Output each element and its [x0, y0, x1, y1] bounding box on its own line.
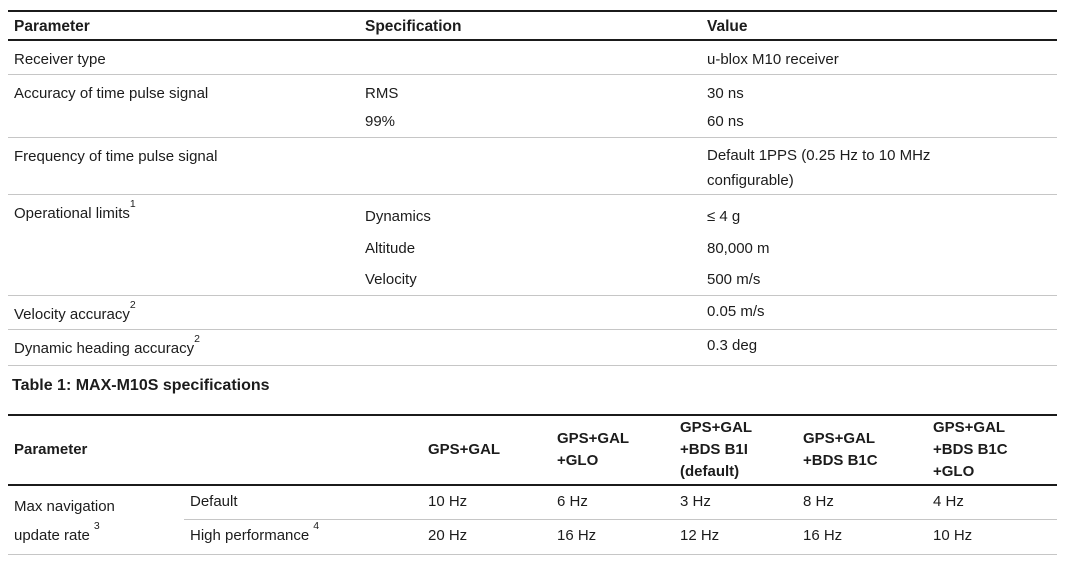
parameter-label: Operational limits1	[14, 198, 136, 222]
value-cell: 30 ns 60 ns	[701, 74, 1057, 138]
spec-text: Velocity	[365, 271, 417, 288]
t1-header-specification: Specification	[359, 11, 701, 41]
parameter-cell: Frequency of time pulse signal	[8, 137, 359, 195]
t2-header-gps-gal: GPS+GAL	[422, 415, 551, 486]
header-line: +BDS B1I	[680, 441, 748, 458]
table-row-time-pulse-frequency: Frequency of time pulse signal Default 1…	[8, 137, 1057, 195]
sub-parameter-label: High performance	[190, 526, 310, 544]
parameter-cell: Receiver type	[8, 40, 359, 75]
parameter-cell: Operational limits1	[8, 194, 359, 296]
value-cell: 4 Hz	[933, 493, 964, 510]
table-row-operational-limits: Operational limits1 Dynamics Altitude Ve…	[8, 194, 1057, 296]
parameter-line: Max navigation	[14, 498, 115, 515]
value-text: 80,000 m	[707, 240, 770, 257]
parameter-cell: Dynamic heading accuracy2	[8, 329, 359, 366]
value-cell: 0.05 m/s	[701, 295, 1057, 330]
value-cell: 6 Hz	[557, 493, 588, 510]
table1-caption: Table 1: MAX-M10S specifications	[12, 377, 270, 394]
footnote-ref: 2	[129, 299, 136, 311]
footnote-ref: 4	[313, 519, 320, 532]
value-text: Default 1PPS (0.25 Hz to 10 MHz	[707, 147, 931, 164]
sub-parameter-label: Default	[190, 493, 238, 510]
value-cell: 16 Hz	[551, 518, 674, 554]
t2-header-gps-gal-bds-b1c-glo: GPS+GAL +BDS B1C +GLO	[927, 415, 1057, 486]
header-line: GPS+GAL	[428, 441, 501, 458]
header-line: +BDS B1C	[933, 441, 1008, 458]
spec-text: Altitude	[365, 240, 416, 257]
t2-header-row: Parameter GPS+GAL GPS+GAL +GLO GPS+GAL +…	[8, 415, 1057, 486]
value-text: configurable)	[707, 172, 794, 189]
t2-header-gps-gal-glo: GPS+GAL +GLO	[551, 415, 674, 486]
value-text: 0.05 m/s	[707, 303, 765, 320]
table-row-dynamic-heading-accuracy: Dynamic heading accuracy2 0.3 deg	[8, 329, 1057, 366]
value-cell: u-blox M10 receiver	[701, 40, 1057, 75]
t2-header-gps-gal-bds-b1c: GPS+GAL +BDS B1C	[797, 415, 927, 486]
specification-cell	[359, 137, 701, 195]
parameter-label: Receiver type	[14, 51, 106, 68]
table-row-time-pulse-accuracy: Accuracy of time pulse signal RMS 99% 30…	[8, 74, 1057, 138]
value-text: 30 ns	[707, 85, 744, 102]
value-text: 500 m/s	[707, 271, 761, 288]
header-line: GPS+GAL	[933, 419, 1006, 436]
value-cell: 16 Hz	[797, 518, 927, 554]
header-line: +GLO	[557, 452, 599, 469]
parameter-label: Velocity accuracy2	[14, 299, 136, 323]
value-cell: 10 Hz	[428, 493, 468, 510]
t1-header-value: Value	[701, 11, 1057, 41]
header-line: +BDS B1C	[803, 452, 878, 469]
parameter-label: Accuracy of time pulse signal	[14, 85, 209, 102]
specifications-table: Parameter Specification Value Receiver t…	[8, 10, 1057, 366]
sub-parameter-cell: Default	[184, 485, 422, 519]
parameter-cell: Accuracy of time pulse signal	[8, 74, 359, 138]
value-text: 60 ns	[707, 113, 744, 130]
value-text: 0.3 deg	[707, 337, 758, 354]
specification-cell	[359, 295, 701, 330]
value-cell: 20 Hz	[422, 518, 551, 554]
header-line: +GLO	[933, 463, 975, 480]
parameter-cell: Velocity accuracy2	[8, 295, 359, 330]
specification-cell: Dynamics Altitude Velocity	[359, 194, 701, 296]
spec-text: RMS	[365, 85, 399, 102]
header-line: GPS+GAL	[680, 419, 753, 436]
value-cell: 8 Hz	[803, 493, 834, 510]
t2-header-gps-gal-bds-b1i: GPS+GAL +BDS B1I (default)	[674, 415, 797, 486]
table-row-high-performance-rate: High performance4 20 Hz 16 Hz 12 Hz 16 H…	[8, 518, 1057, 554]
value-cell: ≤ 4 g 80,000 m 500 m/s	[701, 194, 1057, 296]
update-rate-table: Parameter GPS+GAL GPS+GAL +GLO GPS+GAL +…	[8, 414, 1057, 555]
value-cell: Default 1PPS (0.25 Hz to 10 MHz configur…	[701, 137, 1057, 195]
header-line: GPS+GAL	[557, 430, 630, 447]
parameter-label: Frequency of time pulse signal	[14, 148, 218, 165]
table-row-default-rate: Max navigation update rate3 Default 10 H…	[8, 485, 1057, 544]
spec-text: Dynamics	[365, 208, 431, 225]
spec-text: 99%	[365, 113, 396, 130]
value-cell: 0.3 deg	[701, 329, 1057, 366]
parameter-line: update rate3	[14, 520, 100, 544]
header-line: (default)	[680, 463, 740, 480]
footnote-ref: 2	[194, 333, 200, 345]
footnote-ref: 3	[93, 520, 100, 532]
t1-header-parameter: Parameter	[8, 11, 359, 41]
value-text: u-blox M10 receiver	[707, 51, 839, 68]
t2-header-blank	[184, 415, 422, 486]
value-text: ≤ 4 g	[707, 208, 741, 225]
specification-cell: RMS 99%	[359, 74, 701, 138]
parameter-label: Dynamic heading accuracy2	[14, 333, 200, 357]
parameter-cell: Max navigation update rate3	[8, 485, 184, 554]
table-row-velocity-accuracy: Velocity accuracy2 0.05 m/s	[8, 295, 1057, 330]
specification-cell	[359, 40, 701, 75]
value-cell: 3 Hz	[680, 493, 711, 510]
table-row-receiver-type: Receiver type u-blox M10 receiver	[8, 40, 1057, 75]
value-cell: 12 Hz	[674, 518, 797, 554]
t1-header-row: Parameter Specification Value	[8, 11, 1057, 41]
value-cell: 10 Hz	[927, 518, 1057, 554]
header-line: GPS+GAL	[803, 430, 876, 447]
specification-cell	[359, 329, 701, 366]
t2-header-parameter: Parameter	[8, 415, 184, 486]
sub-parameter-cell: High performance4	[184, 518, 422, 554]
footnote-ref: 1	[129, 198, 136, 210]
